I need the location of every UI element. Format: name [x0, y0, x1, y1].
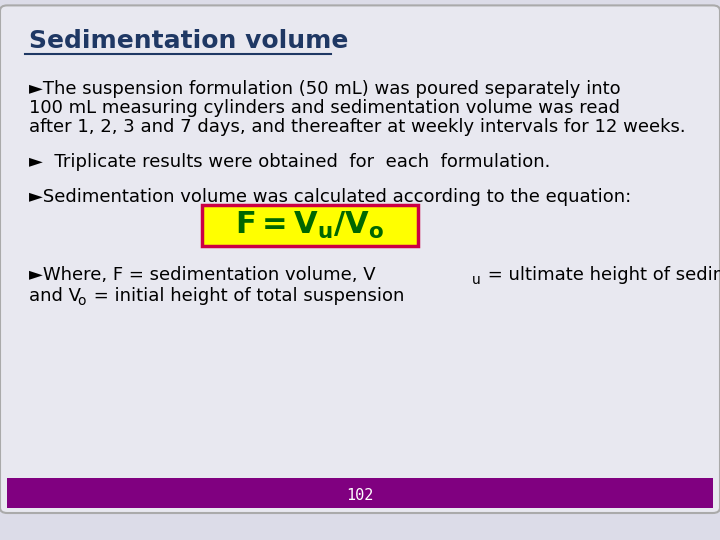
- Text: after 1, 2, 3 and 7 days, and thereafter at weekly intervals for 12 weeks.: after 1, 2, 3 and 7 days, and thereafter…: [29, 118, 685, 136]
- Text: 102: 102: [346, 488, 374, 503]
- Text: o: o: [77, 294, 86, 308]
- Text: u: u: [472, 273, 480, 287]
- Text: ►  Triplicate results were obtained  for  each  formulation.: ► Triplicate results were obtained for e…: [29, 153, 550, 171]
- Text: and V: and V: [29, 287, 81, 305]
- Text: 100 mL measuring cylinders and sedimentation volume was read: 100 mL measuring cylinders and sedimenta…: [29, 99, 620, 117]
- Text: ►Sedimentation volume was calculated according to the equation:: ►Sedimentation volume was calculated acc…: [29, 188, 631, 206]
- Text: ►Where, F = sedimentation volume, V: ►Where, F = sedimentation volume, V: [29, 266, 375, 285]
- Text: Sedimentation volume: Sedimentation volume: [29, 29, 348, 52]
- Text: = ultimate height of sediment: = ultimate height of sediment: [482, 266, 720, 285]
- Text: = initial height of total suspension: = initial height of total suspension: [88, 287, 404, 305]
- Text: $\mathbf{F = V_u/V_o}$: $\mathbf{F = V_u/V_o}$: [235, 210, 384, 241]
- Text: ►The suspension formulation (50 mL) was poured separately into: ►The suspension formulation (50 mL) was …: [29, 80, 621, 98]
